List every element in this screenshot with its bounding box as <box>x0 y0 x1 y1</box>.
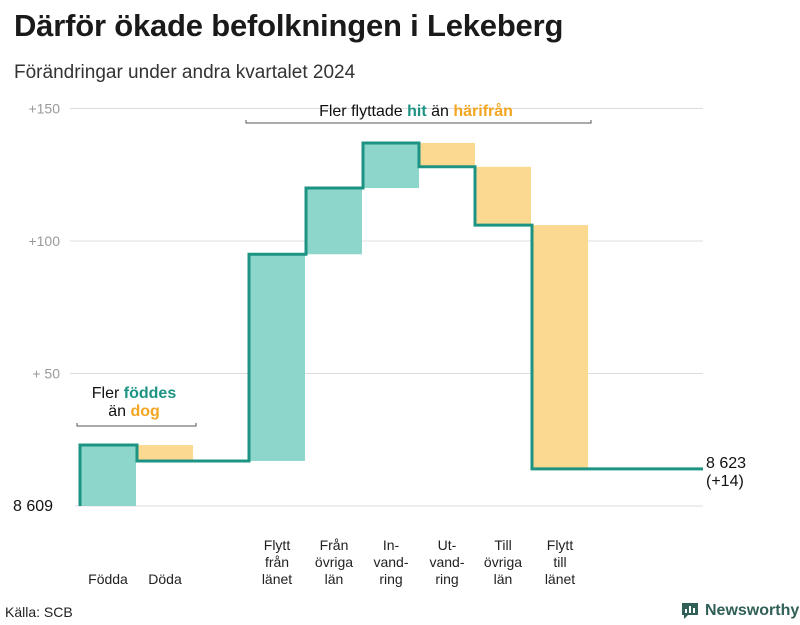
end-change-label: (+14) <box>706 473 744 490</box>
category-label: Döda <box>148 571 182 587</box>
bar-1 <box>80 445 136 506</box>
birth-death-annotation: än dog <box>108 403 160 420</box>
category-label: In-vand-ring <box>373 537 408 587</box>
brand-logo: Newsworthy <box>680 601 799 621</box>
category-label: Till övriga län <box>484 537 522 587</box>
bar-8 <box>532 225 588 469</box>
y-tick-label: +100 <box>28 233 60 249</box>
source-note: Källa: SCB <box>5 604 73 620</box>
bar-7 <box>475 166 531 226</box>
category-label: Flytt till länet <box>545 537 575 587</box>
chart-title: Därför ökade befolkningen i Lekeberg <box>14 8 564 43</box>
brand-name: Newsworthy <box>705 602 800 619</box>
migration-bracket <box>245 120 592 124</box>
y-tick-label: 8 609 <box>13 498 53 515</box>
category-label: Flytt från länet <box>262 537 292 587</box>
y-tick-label: +150 <box>28 101 60 117</box>
bar-6 <box>419 142 475 167</box>
migration-annotation: Fler flyttade hit än härifrån <box>319 102 513 120</box>
newsworthy-logo-icon <box>682 603 698 619</box>
chart-subtitle: Förändringar under andra kvartalet 2024 <box>14 62 356 83</box>
y-tick-label: + 50 <box>32 366 60 382</box>
bar-2 <box>137 445 193 461</box>
bar-3 <box>249 254 305 461</box>
birth-death-bracket <box>76 423 197 427</box>
birth-death-annotation: Fler föddes <box>92 385 177 402</box>
category-label: Ut-vand-ring <box>429 537 464 587</box>
category-label: Födda <box>88 571 128 587</box>
bar-4 <box>306 188 362 255</box>
cumulative-step-line <box>78 141 703 506</box>
bar-5 <box>363 142 419 188</box>
waterfall-chart: 8 609 + 50 +100 +150 Fler flyttade hit än h… <box>13 101 746 588</box>
category-label: Från övriga län <box>315 537 353 587</box>
end-value-label: 8 623 <box>706 455 746 472</box>
